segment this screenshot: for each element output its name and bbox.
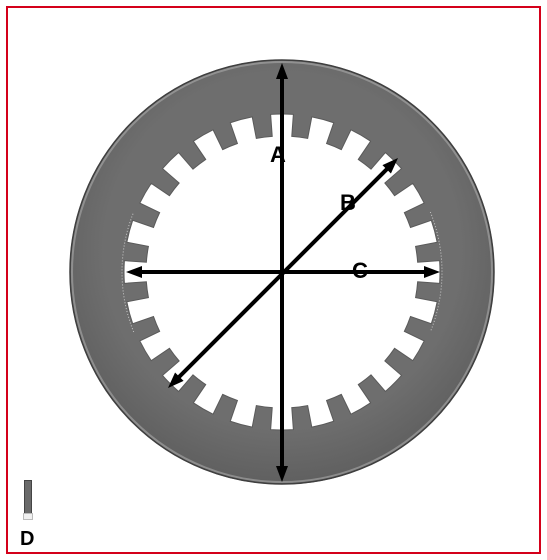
label-b: B [340, 190, 356, 216]
diagram-svg [0, 0, 547, 560]
label-d: D [20, 528, 34, 551]
label-a: A [270, 142, 286, 168]
thickness-mark [24, 480, 32, 516]
label-c: C [352, 258, 368, 284]
